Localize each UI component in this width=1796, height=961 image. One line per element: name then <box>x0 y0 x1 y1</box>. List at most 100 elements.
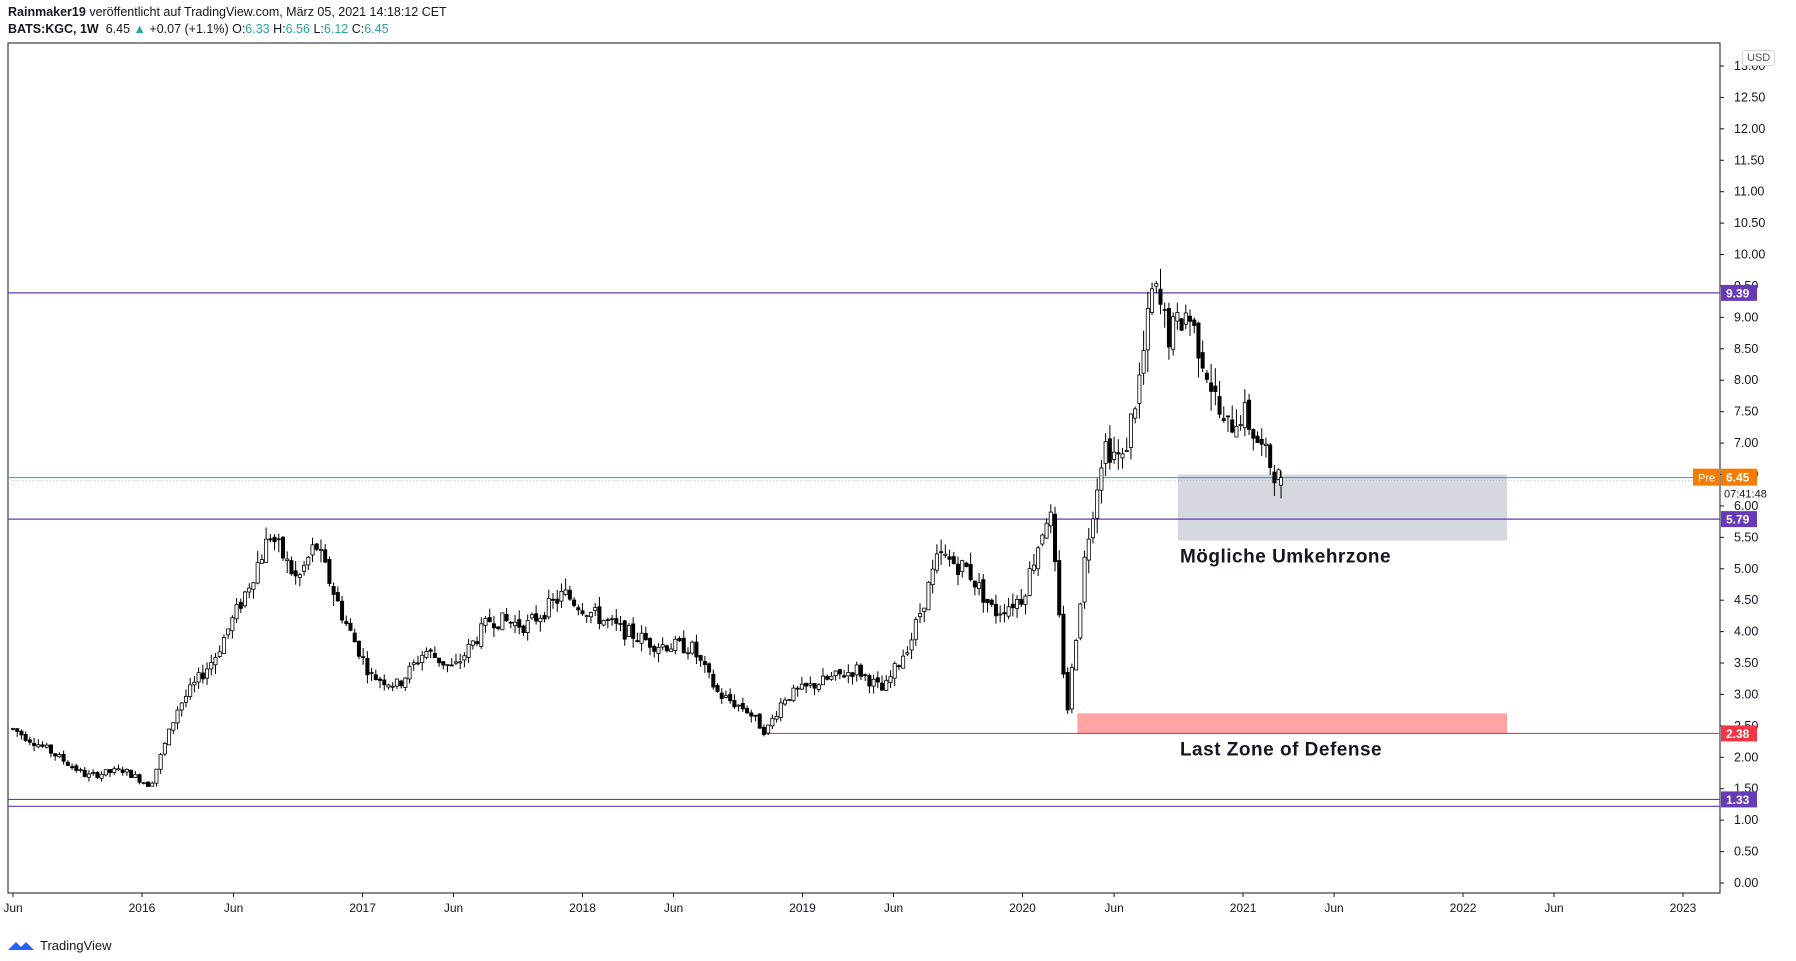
price-line-label: 9.39 <box>1726 286 1750 300</box>
candle-body <box>491 623 496 629</box>
candle-body <box>576 607 581 611</box>
candle-body <box>1015 598 1020 609</box>
candle-body <box>901 655 906 669</box>
candle-body <box>124 768 129 773</box>
open-value: 6.33 <box>245 22 270 36</box>
candle-body <box>820 675 825 686</box>
candle-body <box>32 742 37 747</box>
candle-body <box>677 638 682 642</box>
candle-body <box>251 582 256 590</box>
candle-body <box>99 773 104 779</box>
candle-body <box>892 663 897 679</box>
candle-body <box>466 643 471 658</box>
candle-body <box>365 658 370 676</box>
candle-body <box>888 676 893 683</box>
candle-body <box>1247 399 1252 430</box>
candle-body <box>108 769 113 773</box>
candle-body <box>1230 419 1235 433</box>
candle-body <box>103 769 108 776</box>
candle-body <box>757 713 762 729</box>
candle-body <box>1238 424 1243 426</box>
candle-body <box>749 712 754 717</box>
candle-body <box>669 648 674 652</box>
candle-body <box>40 744 45 747</box>
candle-body <box>1040 534 1045 545</box>
candle-body <box>766 724 771 734</box>
price-line-label-box <box>1721 791 1757 808</box>
candle-body <box>200 672 205 680</box>
price-line-label: 5.79 <box>1726 513 1750 527</box>
y-tick-label: 0.00 <box>1734 876 1758 890</box>
candle-body <box>259 559 264 564</box>
candle-body <box>517 619 522 628</box>
candle-body <box>1095 489 1100 519</box>
symbol-label[interactable]: BATS:KGC, 1W <box>8 22 99 36</box>
candle-body <box>10 728 15 730</box>
candle-body <box>74 765 79 771</box>
candle-body <box>812 683 817 689</box>
candle-body <box>732 700 737 708</box>
candle-body <box>867 675 872 687</box>
candle-body <box>399 680 404 687</box>
candle-body <box>1082 556 1087 603</box>
y-tick-label: 4.50 <box>1734 593 1758 607</box>
candle-body <box>424 650 429 658</box>
chart-header: Rainmaker19 veröffentlicht auf TradingVi… <box>8 4 447 38</box>
close-value: 6.45 <box>364 22 389 36</box>
candle-body <box>698 655 703 661</box>
zone-label: Mögliche Umkehrzone <box>1180 546 1391 567</box>
candle-body <box>1137 374 1142 404</box>
candle-body <box>318 549 323 551</box>
candle-body <box>36 744 41 748</box>
candle-body <box>694 641 699 658</box>
candle-body <box>420 654 425 663</box>
zone-box <box>1077 713 1508 734</box>
candle-body <box>1061 613 1066 675</box>
y-tick-label: 12.00 <box>1734 122 1765 136</box>
candle-body <box>1225 415 1230 418</box>
candle-body <box>217 651 222 657</box>
candle-body <box>78 769 83 772</box>
candle-body <box>154 768 159 784</box>
candle-body <box>470 640 475 646</box>
candle-body <box>53 753 58 757</box>
candle-body <box>690 641 695 654</box>
currency-badge[interactable]: USD <box>1742 50 1776 66</box>
x-tick-label: Jun <box>884 901 903 915</box>
candle-body <box>1069 667 1074 710</box>
up-arrow-icon: ▲ <box>133 22 146 36</box>
candle-body <box>297 574 302 578</box>
candle-body <box>993 604 998 617</box>
candle-body <box>550 598 555 601</box>
y-tick-label: 8.50 <box>1734 342 1758 356</box>
candle-body <box>369 672 374 674</box>
candle-body <box>947 556 952 560</box>
candle-body <box>234 604 239 620</box>
candle-body <box>116 768 121 771</box>
candle-body <box>922 607 927 612</box>
candle-body <box>1116 452 1121 455</box>
author-name[interactable]: Rainmaker19 <box>8 5 86 19</box>
x-tick-label: 2022 <box>1450 901 1477 915</box>
candle-body <box>534 613 539 622</box>
candle-body <box>795 687 800 690</box>
y-tick-label: 10.00 <box>1734 248 1765 262</box>
candle-body <box>1133 408 1138 419</box>
candle-body <box>968 563 973 581</box>
candle-body <box>302 564 307 572</box>
candle-body <box>373 674 378 681</box>
candle-body <box>1154 283 1159 287</box>
candle-body <box>386 684 391 688</box>
x-tick-label: Jun <box>3 901 22 915</box>
candle-body <box>1141 350 1146 374</box>
candle-body <box>1268 444 1273 468</box>
y-tick-label: 1.00 <box>1734 813 1758 827</box>
candle-body <box>740 703 745 710</box>
candle-body <box>1036 547 1041 570</box>
candle-body <box>437 657 442 664</box>
brand-label[interactable]: TradingView <box>40 938 112 953</box>
candle-body <box>171 722 176 731</box>
candle-body <box>808 683 813 686</box>
candle-body <box>394 678 399 687</box>
